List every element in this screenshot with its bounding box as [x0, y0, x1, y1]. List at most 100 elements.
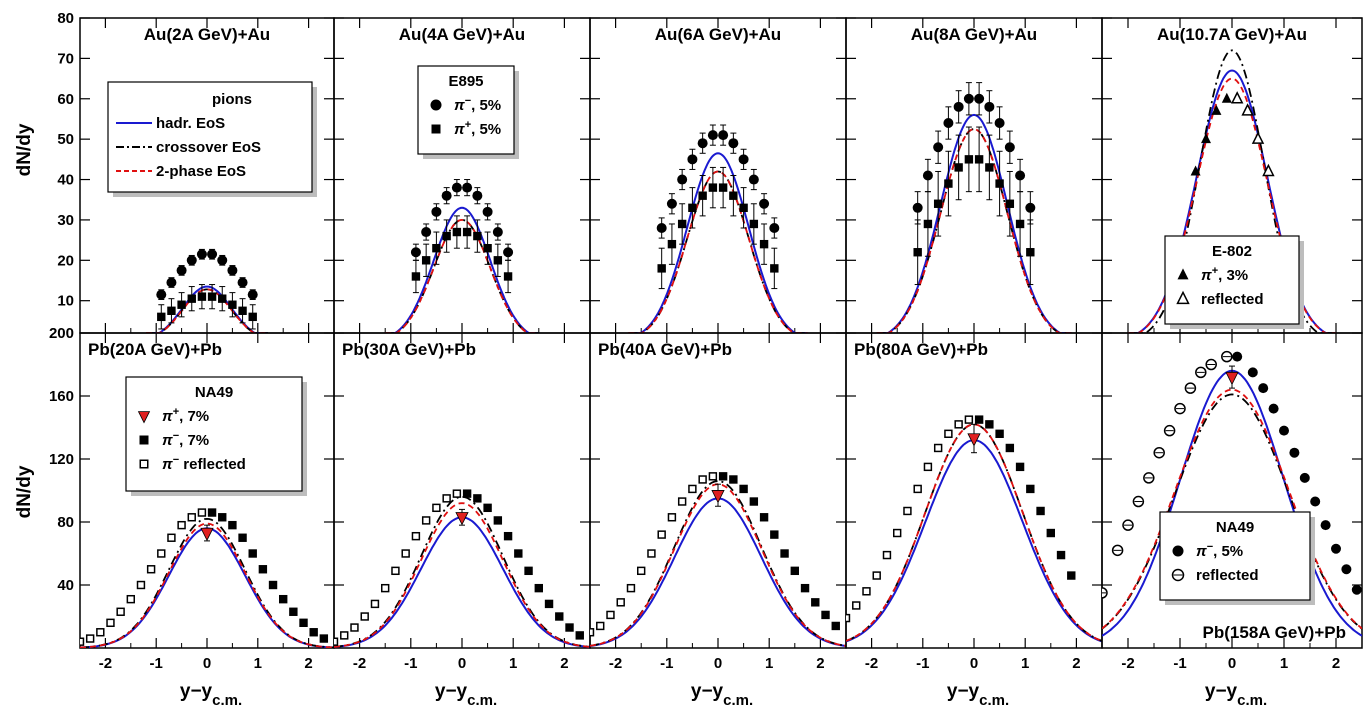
data-point — [177, 300, 186, 309]
data-point — [964, 415, 974, 424]
x-axis-label-sub: c.m. — [1237, 692, 1267, 709]
legend-item-label: π− reflected — [162, 454, 246, 473]
data-point — [319, 634, 329, 643]
data-points — [410, 179, 514, 294]
data-point — [780, 549, 789, 558]
curve-hadr — [334, 516, 590, 648]
panel-7: -2 -1 0 1 2 Pb(30A GeV)+Pb — [333, 332, 591, 672]
data-point — [514, 549, 523, 558]
data-point — [451, 182, 462, 193]
x-tick-label: 1 — [509, 655, 517, 672]
y-tick-label: 80 — [57, 10, 74, 27]
legend-item-label: π+, 7% — [162, 406, 209, 425]
legend-marker — [139, 435, 149, 445]
curve-two-phase — [146, 288, 268, 333]
curve-two-phase — [846, 423, 1102, 642]
data-point — [1310, 496, 1321, 507]
panel-frame — [845, 332, 1103, 649]
legend-symbol: π — [454, 97, 465, 114]
panel-10: -2 -1 0 1 2 Pb(158A GeV)+Pb — [1101, 332, 1363, 672]
legend-superscript: − — [173, 430, 179, 442]
x-tick-label: 1 — [765, 655, 773, 672]
data-point — [637, 566, 646, 576]
legend-marker — [430, 99, 442, 111]
panel-title: Pb(40A GeV)+Pb — [598, 340, 732, 359]
panel-title: Au(2A GeV)+Au — [144, 25, 270, 44]
data-point — [441, 190, 452, 201]
y-tick-label: 10 — [57, 293, 74, 310]
legend-rest: , 5% — [471, 97, 501, 114]
legend-rest: , 3% — [1218, 267, 1248, 284]
data-point — [759, 198, 770, 209]
data-point — [360, 612, 369, 621]
data-point — [831, 621, 840, 631]
data-point — [1299, 472, 1310, 483]
data-point — [1211, 104, 1222, 115]
data-point — [503, 531, 513, 541]
curve-hadr — [590, 497, 846, 647]
x-tick-label: 2 — [560, 655, 568, 672]
data-point — [187, 294, 196, 303]
legend-rest: , 7% — [179, 432, 209, 449]
legend-item-label: 2-phase EoS — [156, 163, 246, 180]
data-point — [1067, 571, 1076, 580]
data-point — [769, 223, 780, 233]
data-point — [933, 199, 943, 208]
x-tick-label: 0 — [458, 655, 466, 672]
data-point — [96, 628, 105, 637]
data-point — [974, 93, 985, 104]
x-axis-label-main: y−y — [691, 681, 724, 702]
data-point — [1289, 447, 1300, 458]
data-point — [882, 550, 892, 560]
curve-crossover — [385, 218, 539, 333]
data-point — [85, 634, 95, 643]
data-point — [862, 587, 871, 596]
data-point — [770, 530, 779, 539]
data-point — [176, 265, 187, 276]
legend-symbol: π — [162, 432, 173, 449]
data-points — [846, 415, 1076, 623]
curve-crossover — [334, 495, 590, 648]
data-point — [565, 623, 574, 632]
data-point — [106, 618, 115, 627]
x-axis-label-main: y−y — [1205, 681, 1238, 702]
data-point — [473, 494, 482, 503]
data-point — [421, 256, 431, 265]
data-point — [1262, 163, 1275, 177]
legend-item-label: π−, 7% — [162, 430, 209, 449]
data-point — [462, 227, 472, 237]
panel-title: Pb(80A GeV)+Pb — [854, 340, 988, 359]
data-point — [698, 475, 707, 484]
model-curves — [385, 206, 539, 333]
data-point — [657, 530, 666, 539]
y-axis-label-top: dN/dy — [14, 123, 35, 176]
x-tick-label: -2 — [609, 655, 622, 672]
data-point — [667, 239, 677, 249]
curve-hadr — [846, 439, 1102, 643]
data-point — [1341, 564, 1352, 575]
data-point — [967, 433, 981, 447]
data-point — [913, 484, 922, 494]
data-point — [677, 174, 688, 185]
legend-rest: , 5% — [1213, 543, 1243, 560]
data-point — [1015, 170, 1026, 181]
data-point — [711, 490, 725, 504]
data-point — [933, 443, 943, 453]
data-point — [922, 170, 933, 181]
panel-title: Pb(158A GeV)+Pb — [1203, 623, 1346, 642]
data-point — [482, 206, 493, 217]
legend-box — [1159, 511, 1311, 601]
data-points — [656, 124, 780, 290]
x-tick-label: 2 — [304, 655, 312, 672]
data-point — [729, 191, 738, 200]
data-point — [421, 227, 432, 238]
data-point — [606, 610, 615, 620]
data-point — [985, 163, 994, 172]
data-point — [944, 179, 953, 188]
data-point — [974, 415, 984, 424]
data-point — [913, 248, 922, 257]
data-point — [462, 489, 472, 498]
data-point — [821, 610, 830, 620]
